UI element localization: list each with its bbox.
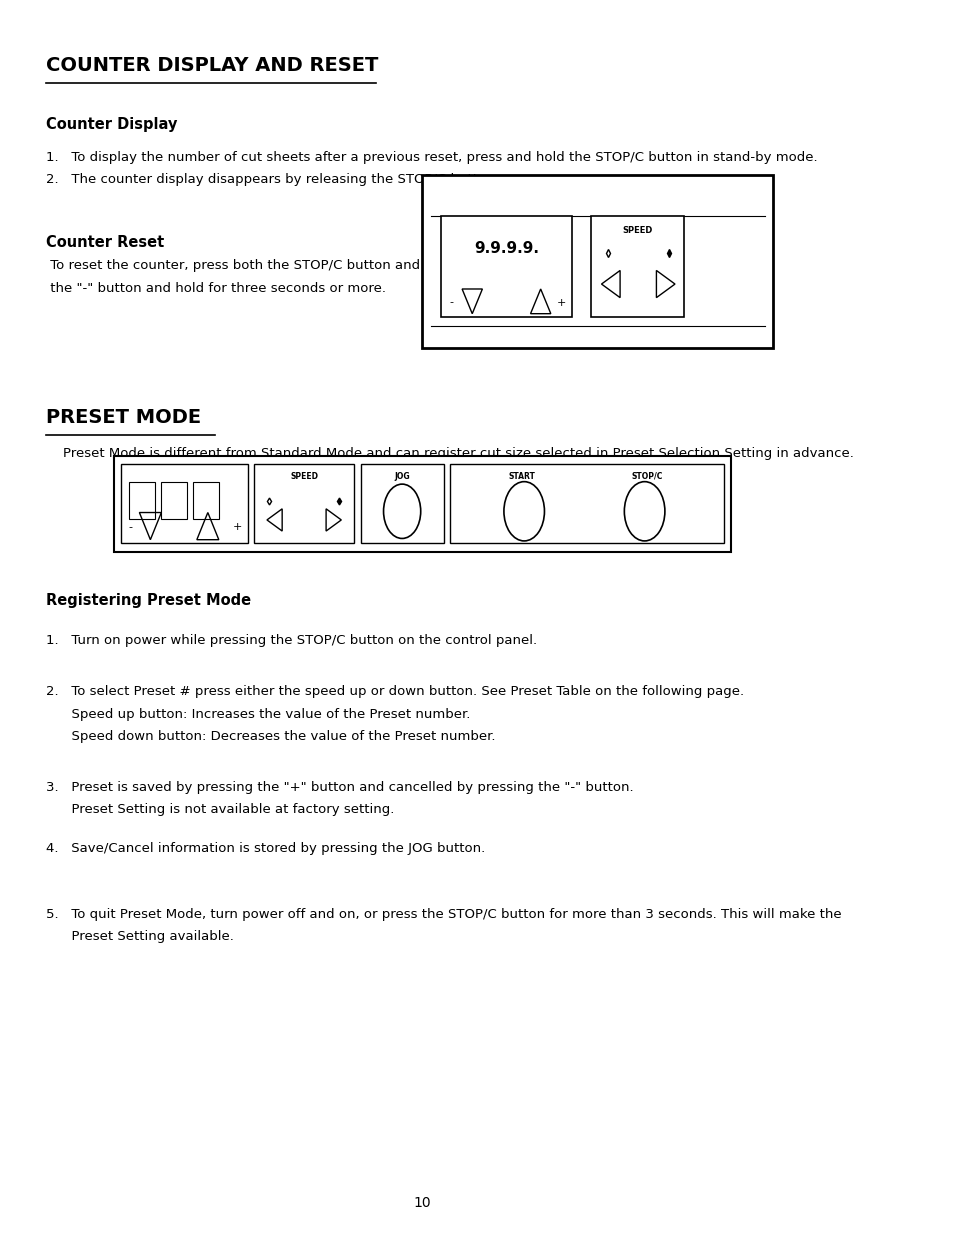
Text: +: + (557, 298, 566, 308)
FancyBboxPatch shape (121, 464, 247, 543)
FancyBboxPatch shape (422, 175, 772, 348)
FancyBboxPatch shape (129, 482, 154, 519)
Text: Counter Display: Counter Display (47, 117, 177, 132)
Text: Speed down button: Decreases the value of the Preset number.: Speed down button: Decreases the value o… (47, 730, 496, 743)
Text: 2.   To select Preset # press either the speed up or down button. See Preset Tab: 2. To select Preset # press either the s… (47, 685, 743, 699)
Text: 4.   Save/Cancel information is stored by pressing the JOG button.: 4. Save/Cancel information is stored by … (47, 842, 485, 856)
FancyBboxPatch shape (193, 482, 218, 519)
Text: STOP/C: STOP/C (631, 472, 662, 480)
Text: Registering Preset Mode: Registering Preset Mode (47, 593, 252, 608)
Text: JOG: JOG (394, 472, 410, 480)
Text: -: - (449, 298, 453, 308)
Text: the "-" button and hold for three seconds or more.: the "-" button and hold for three second… (47, 282, 386, 295)
Text: Preset Setting available.: Preset Setting available. (47, 930, 234, 944)
Text: 3.   Preset is saved by pressing the "+" button and cancelled by pressing the "-: 3. Preset is saved by pressing the "+" b… (47, 781, 634, 794)
FancyBboxPatch shape (450, 464, 723, 543)
Text: -: - (129, 522, 132, 532)
FancyBboxPatch shape (591, 216, 683, 317)
Text: 9.9.9.9.: 9.9.9.9. (474, 241, 538, 256)
Text: SPEED: SPEED (290, 472, 317, 480)
Text: SPEED: SPEED (622, 226, 653, 235)
Text: Preset Mode is different from Standard Mode and can register cut size selected i: Preset Mode is different from Standard M… (47, 447, 854, 461)
Text: 2.   The counter display disappears by releasing the STOP/C button.: 2. The counter display disappears by rel… (47, 173, 498, 186)
Text: 10: 10 (414, 1197, 431, 1210)
FancyBboxPatch shape (254, 464, 354, 543)
Text: 1.   To display the number of cut sheets after a previous reset, press and hold : 1. To display the number of cut sheets a… (47, 151, 818, 164)
Text: START: START (508, 472, 535, 480)
Text: Speed up button: Increases the value of the Preset number.: Speed up button: Increases the value of … (47, 708, 471, 721)
Text: PRESET MODE: PRESET MODE (47, 408, 201, 426)
FancyBboxPatch shape (114, 456, 730, 552)
Text: Preset Setting is not available at factory setting.: Preset Setting is not available at facto… (47, 803, 395, 816)
FancyBboxPatch shape (440, 216, 572, 317)
Text: COUNTER DISPLAY AND RESET: COUNTER DISPLAY AND RESET (47, 56, 378, 74)
FancyBboxPatch shape (360, 464, 443, 543)
Text: 5.   To quit Preset Mode, turn power off and on, or press the STOP/C button for : 5. To quit Preset Mode, turn power off a… (47, 908, 841, 921)
FancyBboxPatch shape (161, 482, 187, 519)
Text: +: + (233, 522, 242, 532)
Text: To reset the counter, press both the STOP/C button and: To reset the counter, press both the STO… (47, 259, 420, 273)
Text: 1.   Turn on power while pressing the STOP/C button on the control panel.: 1. Turn on power while pressing the STOP… (47, 634, 537, 647)
Text: Counter Reset: Counter Reset (47, 235, 165, 249)
